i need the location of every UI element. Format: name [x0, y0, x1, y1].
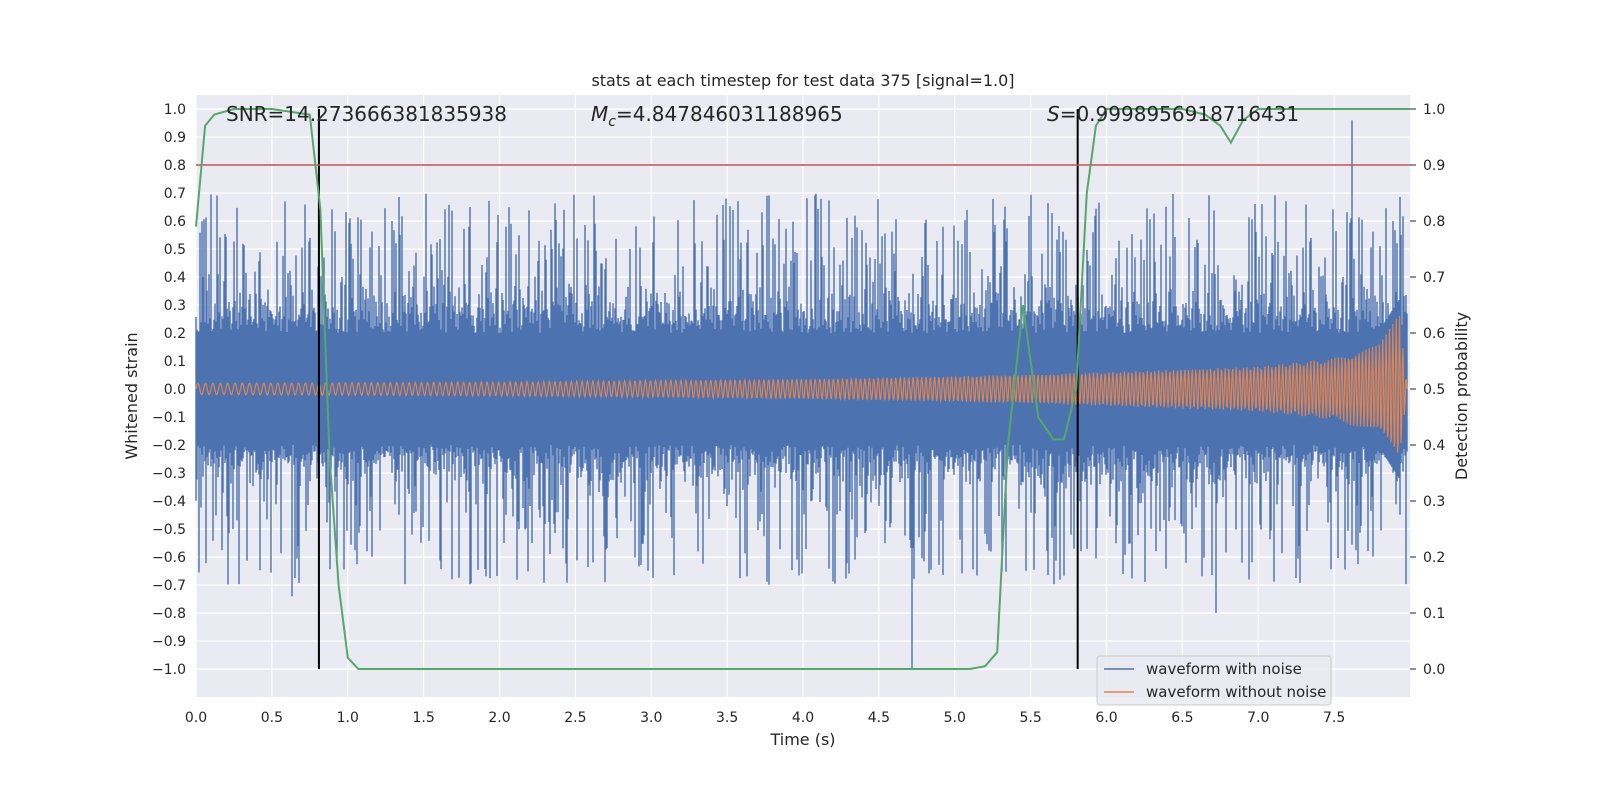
y-tick-label-right: 0.7 [1423, 270, 1445, 286]
legend-entry-noise: waveform with noise [1146, 660, 1302, 678]
y-tick-label-right: 0.1 [1423, 606, 1445, 622]
x-axis-label: Time (s) [769, 730, 835, 749]
y-tick-label-left: −0.3 [152, 466, 186, 482]
y-tick-label-left: 0.5 [164, 242, 186, 258]
detection-statistic-value: =0.9998956918716431 [1060, 102, 1299, 126]
y-tick-label-right: 0.6 [1423, 326, 1445, 342]
y-tick-label-left: 0.7 [164, 186, 186, 202]
y-tick-label-left: −0.5 [152, 522, 186, 538]
x-tick-label: 0.0 [185, 710, 207, 726]
x-tick-label: 1.5 [412, 710, 434, 726]
y-tick-label-left: −0.7 [152, 578, 186, 594]
y-tick-label-left: 0.6 [164, 214, 186, 230]
y-tick-label-left: −1.0 [152, 662, 186, 678]
x-tick-label: 3.5 [716, 710, 738, 726]
x-tick-label: 5.0 [944, 710, 966, 726]
y-axis-label-left: Whitened strain [122, 332, 141, 459]
y-tick-label-right: 0.3 [1423, 494, 1445, 510]
y-tick-label-left: −0.6 [152, 550, 186, 566]
x-tick-label: 4.5 [868, 710, 890, 726]
y-tick-label-right: 0.2 [1423, 550, 1445, 566]
chirp-mass-symbol: M [591, 102, 608, 126]
x-tick-label: 5.5 [1019, 710, 1041, 726]
y-tick-label-right: 0.5 [1423, 382, 1445, 398]
chart-title: stats at each timestep for test data 375… [591, 71, 1014, 90]
y-tick-label-left: −0.2 [152, 438, 186, 454]
x-tick-label: 6.5 [1171, 710, 1193, 726]
y-tick-label-left: 0.8 [164, 158, 186, 174]
legend-box [1096, 655, 1332, 706]
chirp-mass-subscript: c [608, 114, 616, 130]
probability-curve-path [195, 108, 1410, 670]
x-tick-label: 2.5 [564, 710, 586, 726]
x-tick-label: 2.0 [488, 710, 510, 726]
y-tick-label-right: 0.8 [1423, 214, 1445, 230]
y-tick-label-left: 0.1 [164, 354, 186, 370]
y-tick-label-left: 1.0 [164, 102, 186, 118]
y-tick-label-left: 0.9 [164, 130, 186, 146]
y-tick-label-left: 0.4 [164, 270, 186, 286]
x-tick-label: 7.0 [1247, 710, 1269, 726]
y-tick-label-left: −0.8 [152, 606, 186, 622]
y-tick-label-left: −0.9 [152, 634, 186, 650]
clean-waveform-path [195, 315, 1408, 453]
y-tick-label-left: 0.2 [164, 326, 186, 342]
y-tick-label-left: 0.3 [164, 298, 186, 314]
x-tick-label: 1.0 [337, 710, 359, 726]
y-tick-label-left: 0.0 [164, 382, 186, 398]
series-detection-probability [195, 108, 1410, 670]
y-tick-label-right: 0.0 [1423, 662, 1445, 678]
y-tick-label-right: 1.0 [1423, 102, 1445, 118]
snr-annotation: SNR=14.273666381835938 [226, 102, 507, 126]
x-tick-label: 0.5 [261, 710, 283, 726]
detection-statistic-annotation: S=0.9998956918716431 [1047, 102, 1299, 126]
y-tick-label-right: 0.4 [1423, 438, 1445, 454]
chirp-mass-annotation: Mc=4.847846031188965 [591, 102, 843, 130]
detection-statistic-symbol: S [1047, 102, 1060, 126]
x-tick-label: 3.0 [640, 710, 662, 726]
series-waveform-without-noise [195, 315, 1408, 453]
chirp-mass-value: =4.847846031188965 [616, 102, 843, 126]
y-tick-label-left: −0.1 [152, 410, 186, 426]
y-tick-label-right: 0.9 [1423, 158, 1445, 174]
legend-entry-clean: waveform without noise [1146, 683, 1326, 701]
x-tick-label: 4.0 [792, 710, 814, 726]
x-tick-label: 6.0 [1095, 710, 1117, 726]
y-axis-label-right: Detection probability [1452, 312, 1471, 480]
axes: 0.0 0.5 1.0 1.5 2.0 2.5 3.0 3.5 4.0 4.5 5.0 5.5 6.0 6… [152, 102, 1445, 726]
y-tick-label-left: −0.4 [152, 494, 186, 510]
x-tick-label: 7.5 [1323, 710, 1345, 726]
legend: waveform with noise waveform without noi… [1096, 655, 1332, 706]
